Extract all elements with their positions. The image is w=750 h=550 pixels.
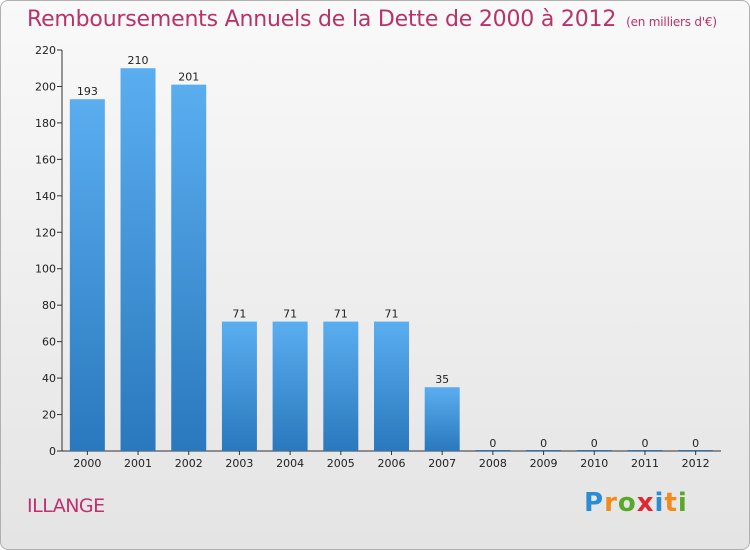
x-tick-label: 2003 xyxy=(225,457,253,470)
y-tick-label: 160 xyxy=(35,153,56,166)
value-label: 35 xyxy=(435,373,449,386)
y-tick-label: 80 xyxy=(42,299,56,312)
value-label: 71 xyxy=(334,308,348,321)
commune-name: ILLANGE xyxy=(27,495,105,517)
value-label: 201 xyxy=(178,71,199,84)
logo-letter: t xyxy=(664,488,678,518)
bar xyxy=(221,321,257,451)
bar xyxy=(526,450,562,451)
x-tick-label: 2004 xyxy=(276,457,304,470)
y-tick-label: 220 xyxy=(35,44,56,57)
bar xyxy=(424,387,460,451)
value-label: 210 xyxy=(128,54,149,67)
bar xyxy=(69,99,105,452)
x-tick-label: 2001 xyxy=(124,457,152,470)
x-tick-label: 2011 xyxy=(631,457,659,470)
x-tick-label: 2009 xyxy=(530,457,558,470)
x-tick-label: 2005 xyxy=(327,457,355,470)
value-label: 193 xyxy=(77,85,98,98)
logo-letter: r xyxy=(604,488,618,518)
bar xyxy=(678,450,714,451)
y-tick-label: 200 xyxy=(35,80,56,93)
value-label: 71 xyxy=(232,308,246,321)
logo-letter: o xyxy=(617,488,637,518)
bar xyxy=(272,321,308,451)
y-tick-label: 120 xyxy=(35,226,56,239)
value-label: 0 xyxy=(591,437,598,450)
y-tick-label: 60 xyxy=(42,336,56,349)
chart-title-text: Remboursements Annuels de la Dette de 20… xyxy=(27,7,617,32)
value-label: 0 xyxy=(641,437,648,450)
y-tick-label: 40 xyxy=(42,372,56,385)
proxiti-logo: Proxiti xyxy=(584,488,688,518)
unit-note: (en milliers d'€) xyxy=(626,15,717,29)
bar xyxy=(627,450,663,451)
x-tick-label: 2012 xyxy=(682,457,710,470)
value-label: 0 xyxy=(489,437,496,450)
bar xyxy=(120,68,156,452)
value-label: 71 xyxy=(283,308,297,321)
x-tick-label: 2000 xyxy=(73,457,101,470)
y-tick-label: 0 xyxy=(49,445,56,458)
y-tick-label: 100 xyxy=(35,263,56,276)
x-tick-label: 2008 xyxy=(479,457,507,470)
x-tick-label: 2006 xyxy=(378,457,406,470)
bar xyxy=(171,84,207,451)
bar xyxy=(475,450,511,451)
bar xyxy=(323,321,359,451)
logo-letter: P xyxy=(584,488,605,518)
x-tick-label: 2007 xyxy=(428,457,456,470)
value-label: 0 xyxy=(540,437,547,450)
y-tick-label: 140 xyxy=(35,190,56,203)
logo-letter: x xyxy=(636,488,655,518)
y-tick-label: 180 xyxy=(35,117,56,130)
y-tick-label: 20 xyxy=(42,409,56,422)
bar xyxy=(576,450,612,451)
x-tick-label: 2002 xyxy=(175,457,203,470)
logo-letter: i xyxy=(654,488,665,518)
logo-letter: i xyxy=(677,488,688,518)
x-tick-label: 2010 xyxy=(580,457,608,470)
value-label: 71 xyxy=(385,308,399,321)
value-label: 0 xyxy=(692,437,699,450)
bar xyxy=(374,321,409,451)
chart-title: Remboursements Annuels de la Dette de 20… xyxy=(27,7,717,32)
